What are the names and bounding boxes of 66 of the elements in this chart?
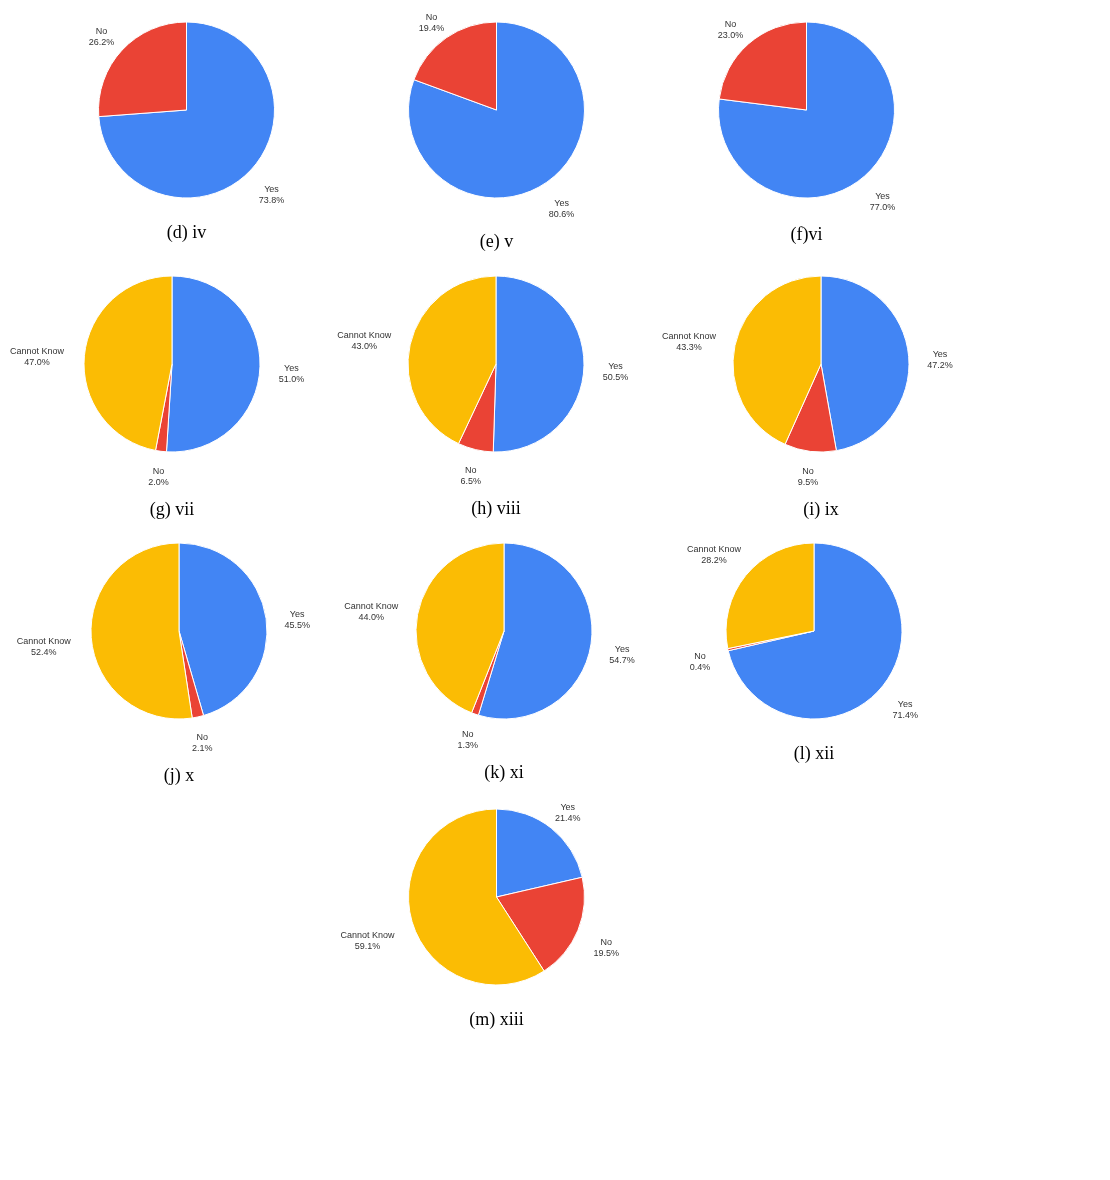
text: (f)vi [790,224,823,246]
slice-label: No [464,464,477,475]
slice-label: No [152,465,165,476]
pie-slice [408,21,585,199]
text: (m) xiii [469,1009,524,1030]
data-label: 43.0% [351,340,378,351]
data-label: 54.7% [609,654,635,665]
data-label: 52.4% [31,647,57,658]
data-label: 9.5% [797,476,819,487]
slice-label: No [600,936,613,947]
data-label: 19.5% [593,947,620,958]
data-label: 1.3% [457,740,479,751]
text: (g) vii [149,498,195,520]
data-label: 59.1% [354,940,381,951]
data-label: 73.8% [258,194,285,205]
slice-label: Cannot Know [344,600,399,611]
slice-label: Yes [614,643,630,654]
data-label: 19.4% [418,22,445,33]
text: (l) xii [793,743,835,764]
slice-label: Yes [875,191,891,202]
data-label: 71.4% [892,709,918,720]
data-label: 47.0% [24,357,50,368]
data-label: 77.0% [869,202,896,213]
data-label: 80.6% [548,209,575,220]
text: (e) v [479,231,514,253]
slice-label: Cannot Know [661,330,717,341]
slice-label: No [802,465,814,476]
slice-label: Cannot Know [16,636,72,647]
text: (d) iv [166,222,207,243]
slice-label: Cannot Know [340,929,395,940]
slice-label: Yes [932,348,948,359]
slice-label: Yes [264,183,280,194]
data-label: 2.1% [192,742,213,753]
data-label: 21.4% [554,813,581,824]
slice-label: Cannot Know [687,544,742,555]
slice-label: Cannot Know [337,329,392,340]
slice-label: No [95,26,108,37]
slice-label: No [724,18,737,29]
text: (i) ix [803,498,839,520]
slice-label: No [425,11,438,22]
data-label: 44.0% [358,611,384,622]
slice-label: Yes [608,360,624,371]
data-label: 6.5% [460,475,481,486]
data-label: 23.0% [717,29,744,40]
slice-label: Yes [897,698,914,709]
slice-label: Yes [554,198,570,209]
data-label: 43.3% [676,341,702,352]
data-label: 47.2% [927,359,953,370]
pie-slice [718,21,895,199]
text: (k) xi [484,762,524,784]
data-label: 26.2% [88,37,115,48]
slice-label: No [462,729,474,740]
text: (j) x [163,764,195,786]
data-label: 28.2% [701,555,727,566]
slice-label: Yes [560,802,576,813]
slice-label: Cannot Know [10,346,65,357]
slice-label: Yes [284,362,300,373]
data-label: 50.5% [602,371,629,382]
data-label: 2.0% [148,476,169,487]
slice-label: Yes [289,609,306,620]
data-label: 0.4% [689,661,711,672]
text: (h) viii [471,497,521,519]
slice-label: No [694,650,706,661]
data-label: 51.0% [278,373,305,384]
data-label: 45.5% [284,620,310,631]
slice-label: No [196,731,209,742]
